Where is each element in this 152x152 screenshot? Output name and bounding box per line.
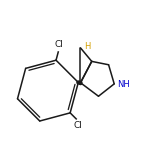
Text: H: H: [85, 42, 91, 51]
Text: Cl: Cl: [74, 121, 83, 130]
Text: NH: NH: [117, 81, 130, 90]
Text: Cl: Cl: [55, 40, 64, 49]
